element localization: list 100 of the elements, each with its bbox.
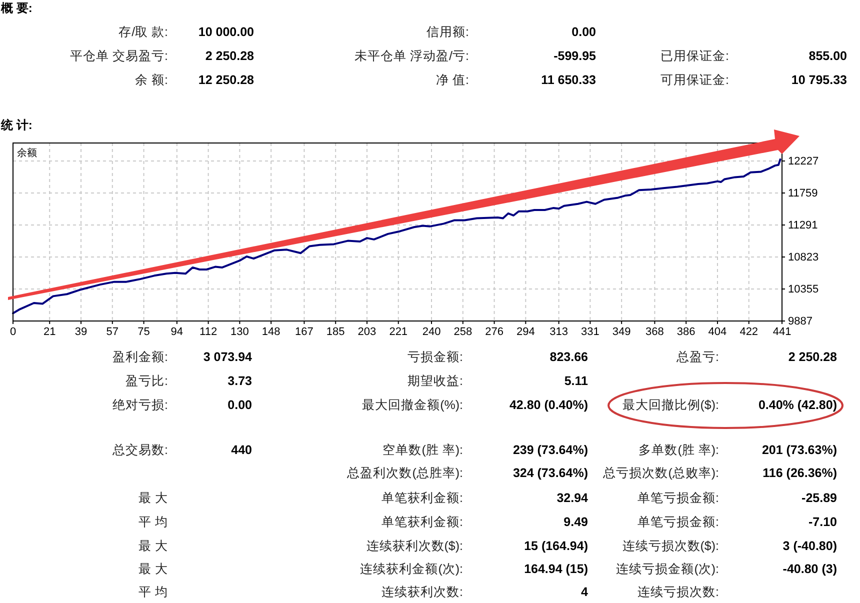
x-tick-label: 349: [612, 326, 631, 338]
x-tick-label: 185: [326, 326, 345, 338]
text: 连续获利次数:: [382, 585, 463, 599]
text: 最 大: [138, 562, 168, 576]
text: 2 250.28: [788, 350, 838, 364]
annotation: 余额: [17, 147, 37, 159]
text: 存/取 款:: [118, 25, 168, 39]
text: 连续亏损次数:: [638, 585, 719, 599]
text: 平 均: [138, 585, 168, 599]
text: 3.73: [228, 374, 252, 388]
x-tick-label: 39: [74, 326, 88, 338]
text: 4: [581, 585, 588, 599]
text: 116 (26.36%): [762, 466, 837, 480]
text: 最大回撤金额(%):: [362, 398, 463, 412]
y-tick-label: 10823: [788, 252, 819, 264]
x-tick-label: 368: [646, 326, 664, 338]
text: 可用保证金:: [660, 73, 729, 87]
text: 10 795.33: [791, 73, 848, 87]
y-tick-label: 11291: [788, 220, 818, 232]
text: 总盈亏:: [676, 350, 719, 364]
x-tick-label: 276: [485, 326, 504, 338]
text: 9.49: [564, 515, 588, 529]
text: 亏损金额:: [408, 350, 463, 364]
line-series: [12, 158, 782, 314]
x-tick-label: 112: [200, 326, 218, 338]
text: 多单数(胜 率):: [638, 442, 719, 457]
text: 总盈利次数(总胜率):: [346, 465, 463, 480]
text: 最 大: [138, 539, 168, 553]
text: 概 要:: [0, 1, 32, 15]
text: 单笔亏损金额:: [638, 515, 719, 529]
text: 2 250.28: [205, 49, 254, 63]
y-tick-label: 9887: [788, 316, 812, 328]
x-tick-label: 258: [454, 326, 472, 338]
text: -599.95: [554, 49, 596, 63]
x-tick-label: 331: [581, 326, 600, 338]
text: 空单数(胜 率):: [382, 442, 463, 457]
text: 0.00: [572, 25, 596, 39]
text: 总亏损次数(总败率):: [602, 465, 719, 480]
x-tick-label: 21: [43, 326, 56, 338]
text: 未平仓单 浮动盈/亏:: [354, 49, 469, 63]
text: 已用保证金:: [660, 49, 729, 63]
text: -7.10: [808, 515, 838, 529]
text: 盈利金额:: [112, 350, 168, 364]
text: 期望收益:: [408, 374, 463, 388]
text: 盈亏比:: [126, 374, 168, 388]
text: 平 均: [138, 515, 168, 529]
text: 855.00: [808, 49, 848, 63]
text: 连续获利金额(次):: [360, 562, 463, 576]
text: 余 额:: [135, 73, 168, 87]
text: 0.40% (42.80): [758, 398, 837, 412]
x-tick-label: 148: [262, 326, 280, 338]
y-tick-label: 12227: [788, 156, 819, 168]
text: 3 073.94: [203, 350, 252, 364]
text: 最大回撤比例($):: [622, 398, 719, 412]
text: 连续获利次数($):: [366, 539, 463, 553]
x-tick-label: 0: [10, 326, 16, 338]
x-tick-label: 130: [230, 326, 249, 338]
chart-title: 统 计:: [0, 118, 32, 132]
x-tick-label: 240: [422, 326, 441, 338]
text: 239 (73.64%): [512, 443, 588, 457]
text: -40.80 (3): [782, 562, 837, 576]
text: 单笔亏损金额:: [638, 491, 719, 505]
x-tick-label: 57: [106, 326, 119, 338]
y-tick-label: 11759: [788, 188, 818, 200]
x-tick-label: 75: [138, 326, 150, 338]
text: 42.80 (0.40%): [509, 398, 588, 412]
x-tick-label: 203: [358, 326, 376, 338]
text: 32.94: [556, 491, 588, 505]
text: 15 (164.94): [524, 539, 588, 553]
text: 440: [231, 443, 252, 457]
text: 3 (-40.80): [782, 539, 837, 553]
x-tick-label: 313: [550, 326, 568, 338]
x-tick-label: 441: [772, 326, 792, 338]
text: 823.66: [550, 350, 588, 364]
text: 连续亏损金额(次):: [616, 562, 719, 576]
text: 201 (73.63%): [762, 443, 837, 457]
text: 164.94 (15): [524, 562, 588, 576]
text: 10 000.00: [198, 25, 254, 39]
text: 单笔获利金额:: [382, 491, 463, 505]
text: 单笔获利金额:: [382, 515, 463, 529]
text: 净 值:: [436, 73, 469, 87]
text: 绝对亏损:: [112, 398, 168, 412]
text: 12 250.28: [198, 73, 254, 87]
text: 5.11: [564, 374, 588, 388]
x-tick-label: 294: [516, 326, 535, 338]
x-tick-label: 167: [295, 326, 314, 338]
x-tick-label: 221: [389, 326, 408, 338]
x-tick-label: 386: [676, 326, 696, 338]
text: 连续亏损次数($):: [622, 539, 719, 553]
x-tick-label: 422: [740, 326, 758, 338]
y-tick-label: 10355: [788, 284, 819, 296]
text: 最 大: [138, 491, 168, 505]
x-tick-label: 94: [170, 326, 184, 338]
text: 11 650.33: [541, 73, 596, 87]
text: 0.00: [228, 398, 252, 412]
text: 总交易数:: [112, 442, 168, 457]
text: 信用额:: [426, 25, 469, 39]
x-tick-label: 404: [708, 326, 727, 338]
text: -25.89: [802, 491, 838, 505]
text: 324 (73.64%): [512, 466, 588, 480]
